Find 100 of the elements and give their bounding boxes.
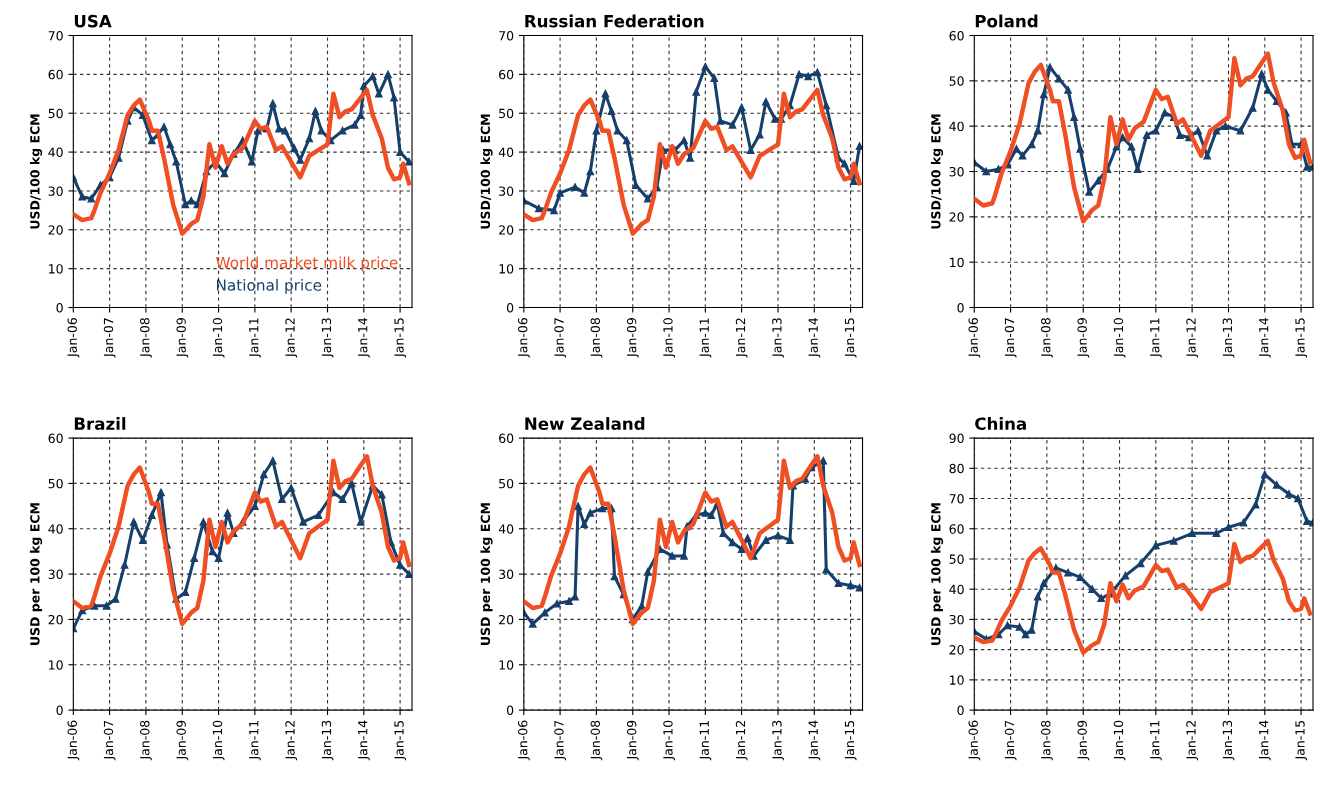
y-tick-label: 0 [957, 302, 964, 313]
x-tick-label: Jan-14 [358, 317, 370, 358]
y-tick-label: 30 [949, 166, 964, 177]
y-tick-label: 10 [950, 257, 964, 268]
y-tick-label: 20 [499, 225, 514, 235]
x-tick-label: Jan-15 [394, 318, 407, 358]
chart-title: Poland [975, 14, 1038, 28]
chart-title: Russian Federation [525, 14, 704, 28]
x-tick-label: Jan-09 [626, 318, 639, 358]
x-tick-label: Jan-14 [358, 720, 370, 761]
x-tick-label: Jan-07 [1004, 318, 1017, 358]
y-tick-label: 30 [499, 569, 514, 580]
x-tick-label: Jan-11 [699, 720, 712, 761]
y-tick-label: 20 [48, 614, 63, 625]
y-tick-label: 40 [48, 524, 63, 534]
x-tick-label: Jan-15 [1295, 720, 1308, 761]
y-tick-label: 20 [949, 645, 964, 655]
x-tick-label: Jan-12 [285, 721, 298, 761]
y-tick-label: 10 [49, 660, 63, 670]
y-tick-label: 50 [949, 76, 964, 86]
y-tick-label: 0 [506, 302, 514, 313]
x-tick-label: Jan-07 [554, 720, 567, 761]
x-tick-label: Jan-10 [212, 318, 225, 358]
y-tick-label: 10 [499, 660, 514, 670]
x-tick-label: Jan-11 [699, 318, 712, 358]
y-tick-label: 10 [950, 675, 964, 685]
y-tick-label: 70 [949, 494, 964, 504]
y-tick-label: 50 [499, 108, 514, 119]
y-axis-title: USD per 100 kg ECM [480, 503, 493, 645]
x-tick-label: Jan-12 [735, 318, 748, 358]
x-tick-label: Jan-11 [1150, 318, 1162, 358]
x-tick-label: Jan-10 [663, 720, 675, 761]
x-tick-label: Jan-10 [1113, 318, 1126, 358]
x-tick-label: Jan-06 [67, 318, 80, 358]
x-tick-label: Jan-14 [808, 720, 821, 761]
x-tick-label: Jan-15 [844, 720, 857, 761]
y-tick-label: 0 [506, 705, 514, 716]
x-tick-label: Jan-12 [1186, 721, 1199, 761]
y-tick-label: 60 [499, 69, 514, 80]
y-axis-title: USD/100 kg ECM [480, 114, 493, 229]
x-tick-label: Jan-06 [517, 720, 530, 761]
chart-title: USA [74, 14, 112, 28]
y-tick-label: 40 [949, 121, 964, 132]
y-tick-label: 20 [949, 212, 964, 222]
x-tick-label: Jan-15 [1295, 318, 1308, 358]
text: National price [216, 278, 322, 294]
y-axis-title: USD per 100 kg ECM [29, 503, 43, 645]
x-tick-label: Jan-12 [285, 318, 298, 358]
x-tick-label: Jan-13 [772, 318, 784, 358]
x-tick-label: Jan-09 [1077, 720, 1090, 761]
y-tick-label: 80 [949, 463, 964, 474]
x-tick-label: Jan-11 [249, 318, 261, 358]
chart-title: New Zealand [525, 417, 645, 430]
x-tick-label: Jan-08 [1041, 318, 1053, 358]
x-tick-label: Jan-10 [212, 720, 225, 761]
y-tick-label: 10 [49, 264, 63, 274]
x-tick-label: Jan-14 [1259, 317, 1271, 358]
y-tick-label: 40 [498, 524, 514, 534]
x-tick-label: Jan-09 [626, 720, 639, 761]
y-tick-label: 70 [499, 30, 514, 41]
x-tick-label: Jan-13 [321, 720, 334, 761]
y-tick-label: 30 [499, 186, 514, 196]
x-tick-label: Jan-07 [1004, 720, 1017, 761]
y-tick-label: 0 [56, 302, 63, 313]
y-tick-label: 30 [48, 569, 63, 580]
y-axis-title: USD/100 kg ECM [930, 114, 944, 229]
x-tick-label: Jan-06 [517, 318, 530, 358]
x-tick-label: Jan-14 [1259, 720, 1271, 761]
x-tick-label: Jan-11 [249, 720, 261, 761]
y-tick-label: 40 [48, 147, 63, 158]
x-tick-label: Jan-15 [394, 720, 407, 761]
y-tick-label: 70 [48, 30, 63, 41]
x-tick-label: Jan-13 [321, 318, 334, 358]
y-tick-label: 30 [48, 186, 63, 196]
x-tick-label: Jan-06 [968, 720, 981, 761]
y-axis-title: USD/100 kg ECM [29, 114, 43, 229]
y-tick-label: 50 [949, 554, 964, 564]
x-tick-label: Jan-07 [103, 318, 116, 358]
x-tick-label: Jan-08 [140, 318, 152, 358]
y-tick-label: 90 [949, 433, 964, 444]
y-tick-label: 50 [48, 478, 63, 489]
y-axis-title: USD per 100 kg ECM [930, 503, 944, 645]
x-tick-label: Jan-09 [176, 318, 189, 358]
y-tick-label: 50 [48, 108, 63, 119]
x-tick-label: Jan-14 [808, 317, 821, 358]
chart-title: China [975, 417, 1026, 430]
x-tick-label: Jan-08 [590, 318, 603, 358]
y-tick-label: 30 [949, 614, 964, 625]
x-tick-label: Jan-12 [1186, 318, 1199, 358]
y-tick-label: 20 [48, 225, 63, 235]
y-tick-label: 60 [48, 433, 63, 444]
x-tick-label: Jan-09 [176, 720, 189, 761]
y-tick-label: 20 [499, 614, 514, 625]
x-tick-label: Jan-07 [103, 720, 116, 761]
y-tick-label: 50 [499, 478, 514, 489]
y-tick-label: 0 [957, 705, 964, 716]
y-tick-label: 0 [56, 705, 63, 716]
y-tick-label: 40 [498, 147, 514, 158]
y-tick-label: 60 [949, 30, 964, 41]
y-tick-label: 60 [949, 524, 964, 534]
